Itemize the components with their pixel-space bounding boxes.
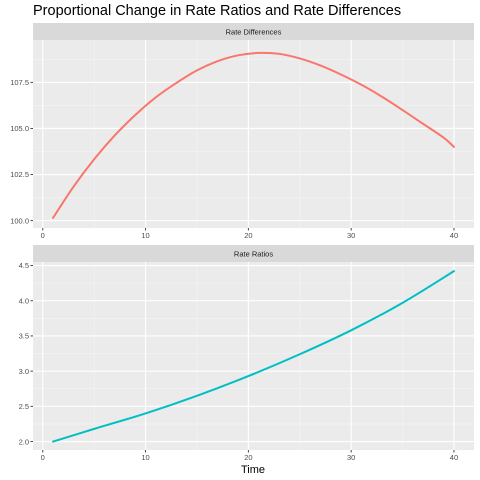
x-tick-label: 30 xyxy=(347,453,355,462)
panel-1: Rate Ratios 2.0 2.5 3.0 3.5 4.0 4.5 0 10 20 30 40 xyxy=(19,245,474,462)
y-tick-label: 3.5 xyxy=(19,332,29,341)
strip-label: Rate Ratios xyxy=(234,250,273,259)
series-line-1 xyxy=(52,270,455,443)
x-tick-label: 40 xyxy=(450,231,458,240)
y-tick-label: 4.5 xyxy=(19,261,29,270)
y-tick-label: 107.5 xyxy=(10,78,29,87)
y-tick-label: 100.0 xyxy=(10,216,29,225)
y-tick-label: 4.0 xyxy=(19,296,29,305)
strip-background xyxy=(33,245,474,262)
panel-background xyxy=(33,262,474,450)
strip-background xyxy=(33,23,474,40)
x-tick-label: 20 xyxy=(244,453,252,462)
x-tick-label: 40 xyxy=(450,453,458,462)
y-tick-label: 102.5 xyxy=(10,170,29,179)
x-tick-label: 10 xyxy=(141,231,149,240)
panel-background xyxy=(33,40,474,228)
x-tick-label: 30 xyxy=(347,231,355,240)
x-tick-label: 10 xyxy=(141,453,149,462)
x-tick-label: 20 xyxy=(244,231,252,240)
y-tick-label: 3.0 xyxy=(19,367,29,376)
panel-0: Rate Differences 100.0 102.5 105.0 107.5 0 10 2… xyxy=(10,23,474,240)
x-axis-title: Time xyxy=(241,464,265,476)
x-tick-label: 0 xyxy=(41,231,45,240)
y-tick-label: 2.5 xyxy=(19,402,29,411)
y-tick-label: 105.0 xyxy=(10,124,29,133)
strip-label: Rate Differences xyxy=(226,28,282,37)
x-tick-label: 0 xyxy=(41,453,45,462)
chart-title: Proportional Change in Rate Ratios and R… xyxy=(33,3,401,19)
series-line-0 xyxy=(52,51,455,219)
y-tick-label: 2.0 xyxy=(19,437,29,446)
